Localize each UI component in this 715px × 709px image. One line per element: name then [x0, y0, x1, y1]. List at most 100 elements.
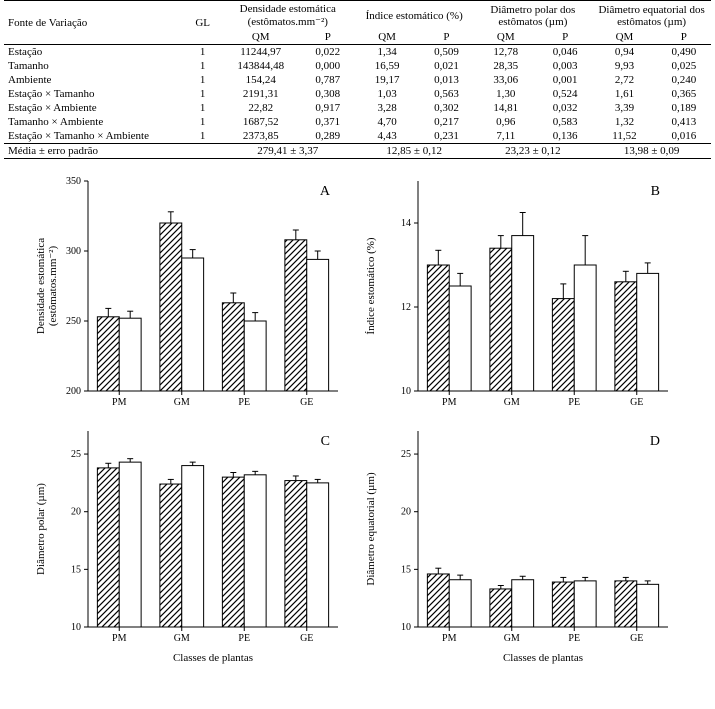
bar-hatched — [159, 223, 181, 391]
row-cell: 0,240 — [657, 73, 711, 87]
bar-hatched — [552, 582, 574, 627]
bar-hatched — [284, 481, 306, 627]
table-row: Estação × Tamanho12191,310,3081,030,5631… — [4, 87, 711, 101]
x-tick-label: PE — [568, 633, 580, 644]
row-cell: 3,39 — [592, 101, 657, 115]
svg-text:12: 12 — [401, 302, 411, 313]
sub-0-1: P — [301, 30, 355, 45]
anova-body: Estação111244,970,0221,340,50912,780,046… — [4, 45, 711, 144]
svg-text:15: 15 — [71, 564, 81, 575]
row-cell: 7,11 — [474, 129, 539, 144]
row-cell: 0,032 — [538, 101, 592, 115]
bar-open — [636, 273, 658, 391]
row-cell: 2,72 — [592, 73, 657, 87]
row-cell: 143844,48 — [221, 59, 301, 73]
bar-hatched — [614, 581, 636, 627]
x-axis-label: Classes de plantas — [172, 652, 252, 664]
row-cell: 0,787 — [301, 73, 355, 87]
row-cell: 0,583 — [538, 115, 592, 129]
row-source: Ambiente — [4, 73, 185, 87]
bar-hatched — [222, 477, 244, 627]
chart-grid: 200250300350PMGMPEGEDensidade estomática… — [0, 159, 715, 669]
row-cell: 2191,31 — [221, 87, 301, 101]
bar-hatched — [97, 317, 119, 391]
table-row: Estação × Tamanho × Ambiente12373,850,28… — [4, 129, 711, 144]
row-cell: 0,231 — [419, 129, 473, 144]
bar-hatched — [427, 574, 449, 627]
row-cell: 0,136 — [538, 129, 592, 144]
y-axis-label: Densidade estomática — [35, 238, 47, 334]
row-cell: 16,59 — [355, 59, 420, 73]
panel-d: 10152025PMGMPEGEDiâmetro equatorial (µm)… — [358, 419, 688, 669]
panel-letter: D — [649, 434, 659, 449]
svg-text:20: 20 — [401, 507, 411, 518]
svg-text:25: 25 — [71, 449, 81, 460]
row-cell: 11244,97 — [221, 45, 301, 60]
x-tick-label: PE — [568, 397, 580, 408]
row-cell: 0,365 — [657, 87, 711, 101]
row-source: Estação × Tamanho × Ambiente — [4, 129, 185, 144]
row-cell: 14,81 — [474, 101, 539, 115]
row-cell: 0,509 — [419, 45, 473, 60]
x-tick-label: GE — [630, 633, 643, 644]
svg-text:15: 15 — [401, 564, 411, 575]
row-cell: 0,413 — [657, 115, 711, 129]
row-cell: 4,70 — [355, 115, 420, 129]
group-1: Índice estomático (%) — [355, 1, 474, 31]
y-axis-label: Diâmetro equatorial (µm) — [365, 472, 377, 586]
row-cell: 28,35 — [474, 59, 539, 73]
anova-table: Fonte de Variação GL Densidade estomátic… — [4, 0, 711, 159]
svg-text:200: 200 — [66, 386, 81, 397]
bar-hatched — [97, 468, 119, 627]
row-gl: 1 — [185, 87, 221, 101]
svg-text:250: 250 — [66, 316, 81, 327]
row-cell: 0,96 — [474, 115, 539, 129]
sub-1-1: P — [419, 30, 473, 45]
svg-text:300: 300 — [66, 246, 81, 257]
row-cell: 9,93 — [592, 59, 657, 73]
panel-letter: C — [320, 434, 329, 449]
row-cell: 1,32 — [592, 115, 657, 129]
bar-open — [511, 236, 533, 391]
row-gl: 1 — [185, 101, 221, 115]
row-cell: 0,917 — [301, 101, 355, 115]
svg-text:14: 14 — [401, 218, 411, 229]
col-source: Fonte de Variação — [4, 1, 185, 45]
row-cell: 0,490 — [657, 45, 711, 60]
sub-3-0: QM — [592, 30, 657, 45]
mean-0: 279,41 ± 3,37 — [221, 144, 355, 159]
x-tick-label: GM — [173, 397, 189, 408]
x-tick-label: PM — [442, 633, 457, 644]
y-axis-label: Diâmetro polar (µm) — [35, 483, 47, 575]
table-row: Ambiente1154,240,78719,170,01333,060,001… — [4, 73, 711, 87]
table-row: Estação111244,970,0221,340,50912,780,046… — [4, 45, 711, 60]
panel-c: 10152025PMGMPEGEDiâmetro polar (µm)Class… — [28, 419, 358, 669]
group-0: Densidade estomática (estômatos.mm⁻²) — [221, 1, 355, 31]
bar-open — [574, 265, 596, 391]
row-cell: 0,289 — [301, 129, 355, 144]
row-cell: 1,61 — [592, 87, 657, 101]
row-cell: 0,524 — [538, 87, 592, 101]
row-cell: 0,021 — [419, 59, 473, 73]
row-source: Tamanho — [4, 59, 185, 73]
bar-open — [119, 462, 141, 627]
svg-text:10: 10 — [71, 622, 81, 633]
svg-text:20: 20 — [71, 507, 81, 518]
mean-1: 12,85 ± 0,12 — [355, 144, 474, 159]
row-cell: 0,001 — [538, 73, 592, 87]
sub-2-1: P — [538, 30, 592, 45]
row-cell: 1,30 — [474, 87, 539, 101]
bar-open — [181, 466, 203, 627]
bar-open — [306, 483, 328, 627]
x-tick-label: PM — [112, 633, 127, 644]
row-cell: 0,371 — [301, 115, 355, 129]
row-cell: 0,003 — [538, 59, 592, 73]
x-tick-label: GM — [503, 633, 519, 644]
bar-open — [181, 258, 203, 391]
row-cell: 1687,52 — [221, 115, 301, 129]
bar-hatched — [614, 282, 636, 391]
row-cell: 0,013 — [419, 73, 473, 87]
row-cell: 0,025 — [657, 59, 711, 73]
bar-hatched — [159, 484, 181, 627]
row-cell: 0,016 — [657, 129, 711, 144]
